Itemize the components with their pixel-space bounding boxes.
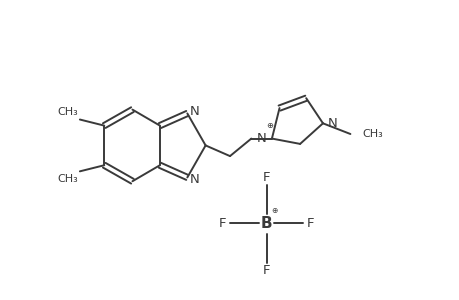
Text: F: F <box>262 264 270 277</box>
Text: F: F <box>262 171 270 184</box>
Text: N: N <box>327 117 337 130</box>
Text: N: N <box>190 105 199 118</box>
Text: ⊕: ⊕ <box>266 121 273 130</box>
Text: B: B <box>260 216 272 231</box>
Text: CH₃: CH₃ <box>57 107 78 117</box>
Text: N: N <box>257 132 266 145</box>
Text: CH₃: CH₃ <box>57 174 78 184</box>
Text: F: F <box>306 217 314 230</box>
Text: F: F <box>218 217 226 230</box>
Text: CH₃: CH₃ <box>362 129 382 139</box>
Text: ⊕: ⊕ <box>270 206 277 215</box>
Text: N: N <box>190 173 199 186</box>
